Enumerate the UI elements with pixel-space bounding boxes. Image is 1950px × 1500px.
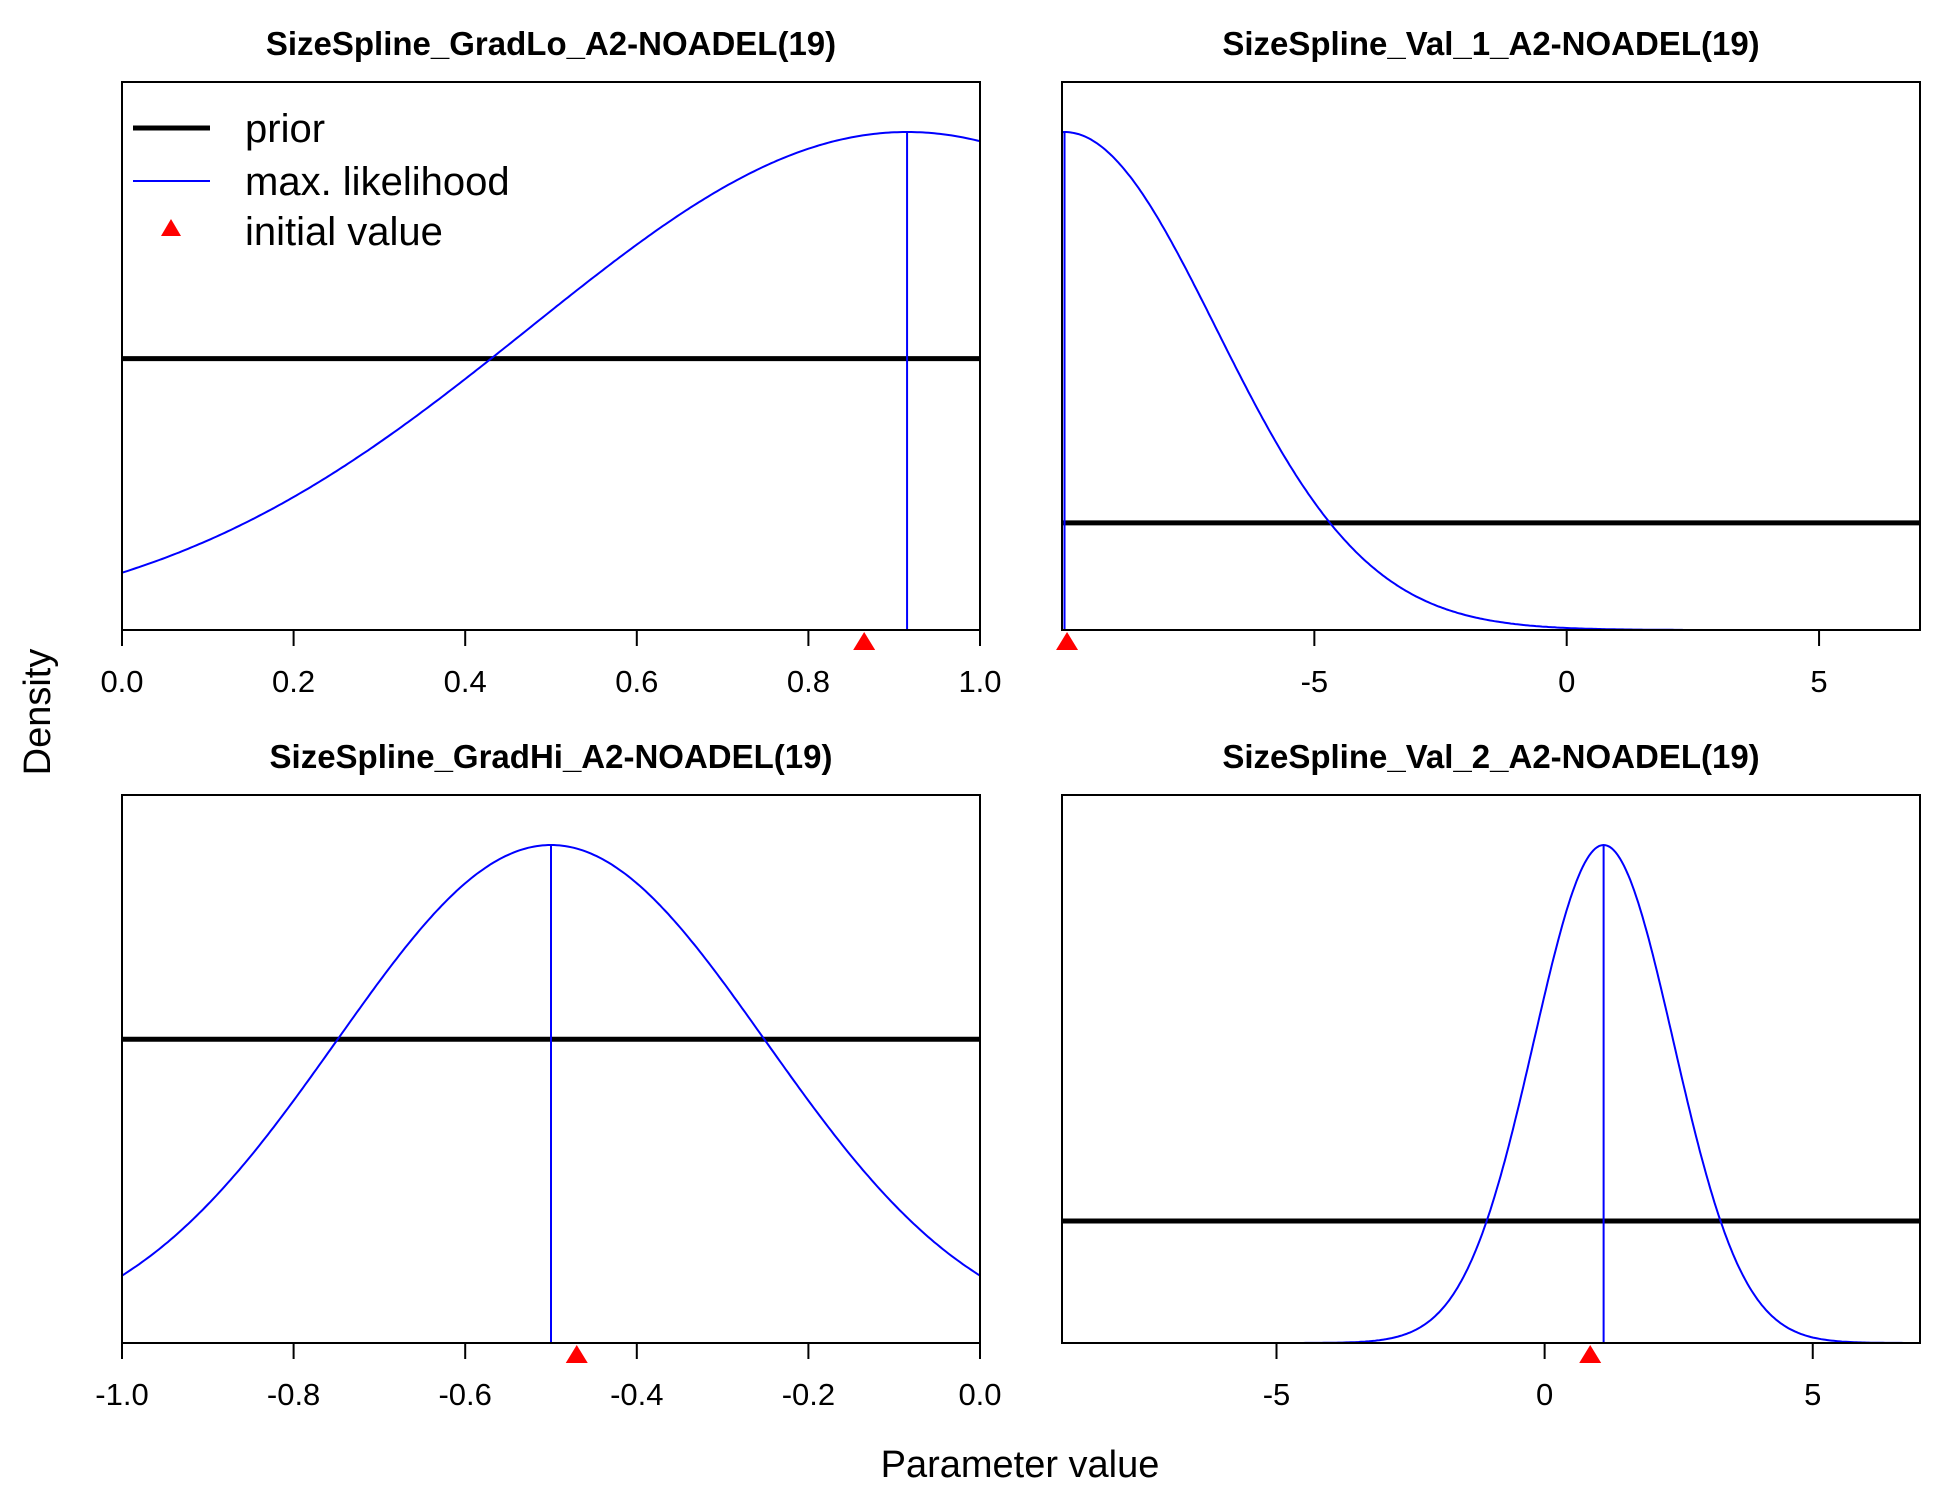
x-tick-label-val1: 5 bbox=[1810, 664, 1827, 699]
x-tick-label-gradhi: -0.8 bbox=[267, 1377, 320, 1412]
x-tick-label-gradhi: 0.0 bbox=[958, 1377, 1001, 1412]
likelihood-curve-val2 bbox=[1303, 843, 1920, 1344]
legend-prior-label: prior bbox=[245, 107, 325, 151]
panels: SizeSpline_GradLo_A2-NOADEL(19) 0.0 0.2 0.4… bbox=[95, 25, 1921, 1412]
panel-title-gradhi: SizeSpline_GradHi_A2-NOADEL(19) bbox=[270, 738, 833, 775]
likelihood-curve-gradlo bbox=[121, 131, 981, 574]
x-tick-label-gradhi: -0.4 bbox=[610, 1377, 663, 1412]
x-tick-label-gradhi: -0.6 bbox=[438, 1377, 491, 1412]
panel-title-val1: SizeSpline_Val_1_A2-NOADEL(19) bbox=[1222, 25, 1759, 62]
x-tick-label-gradlo: 0.2 bbox=[272, 664, 315, 699]
x-tick-label-val2: -5 bbox=[1263, 1377, 1291, 1412]
x-tick-label-val1: 0 bbox=[1558, 664, 1575, 699]
panel-title-val2: SizeSpline_Val_2_A2-NOADEL(19) bbox=[1222, 738, 1759, 775]
initial-value-marker-val2 bbox=[1579, 1345, 1602, 1363]
x-tick-label-gradlo: 1.0 bbox=[958, 664, 1001, 699]
initial-value-marker-gradlo bbox=[853, 632, 876, 650]
x-tick-label-gradlo: 0.0 bbox=[100, 664, 143, 699]
legend-initial-swatch bbox=[161, 219, 181, 236]
x-axis-title: Parameter value bbox=[881, 1444, 1160, 1486]
initial-value-marker-gradhi bbox=[565, 1345, 588, 1363]
legend-initial-label: initial value bbox=[245, 210, 443, 254]
x-tick-label-gradlo: 0.4 bbox=[444, 664, 487, 699]
x-tick-label-gradhi: -0.2 bbox=[782, 1377, 835, 1412]
panel-val1: SizeSpline_Val_1_A2-NOADEL(19) -5 0 5 bbox=[1056, 25, 1921, 699]
x-tick-label-gradlo: 0.6 bbox=[615, 664, 658, 699]
panel-frame-val1 bbox=[1061, 81, 1921, 631]
panel-frame-val2 bbox=[1061, 794, 1921, 1344]
x-tick-label-val2: 0 bbox=[1536, 1377, 1553, 1412]
panel-gradhi: SizeSpline_GradHi_A2-NOADEL(19) -1.0 -0.8 -… bbox=[95, 738, 1001, 1412]
legend-likelihood-label: max. likelihood bbox=[245, 160, 510, 204]
panel-gradlo: SizeSpline_GradLo_A2-NOADEL(19) 0.0 0.2 0.4… bbox=[100, 25, 1001, 699]
x-tick-label-val1: -5 bbox=[1301, 664, 1329, 699]
legend: prior max. likelihood initial value bbox=[133, 107, 510, 254]
y-axis-title: Density bbox=[17, 649, 59, 776]
x-tick-label-gradhi: -1.0 bbox=[95, 1377, 148, 1412]
panel-val2: SizeSpline_Val_2_A2-NOADEL(19) -5 0 5 bbox=[1061, 738, 1921, 1412]
likelihood-curve-val1 bbox=[1061, 131, 1683, 631]
x-tick-label-gradlo: 0.8 bbox=[787, 664, 830, 699]
initial-value-marker-val1 bbox=[1056, 632, 1079, 650]
x-tick-label-val2: 5 bbox=[1804, 1377, 1821, 1412]
panel-title-gradlo: SizeSpline_GradLo_A2-NOADEL(19) bbox=[266, 25, 836, 62]
